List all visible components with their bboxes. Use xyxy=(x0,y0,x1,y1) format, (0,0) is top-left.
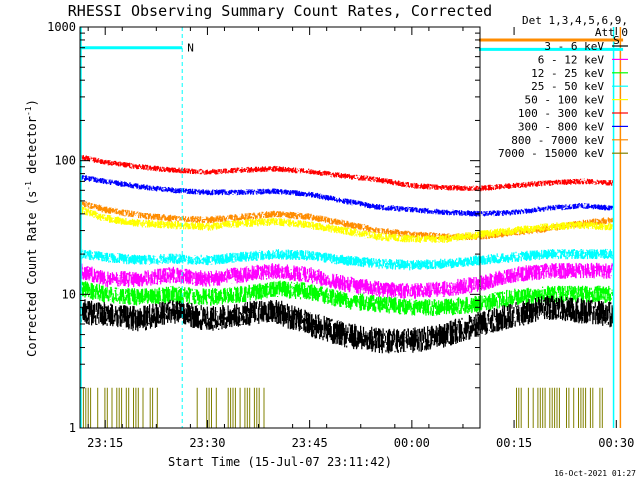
y-tick-label: 100 xyxy=(54,154,76,168)
plot-area: NS xyxy=(80,27,624,428)
x-tick-label: 23:30 xyxy=(189,436,225,450)
legend-label: 50 - 100 keV xyxy=(525,94,605,107)
plot-frame xyxy=(79,26,481,429)
legend-label: 7000 - 15000 keV xyxy=(498,147,604,160)
legend-header-line1: Det 1,3,4,5,6,9, xyxy=(522,14,628,27)
y-axis-label-sup2: -1 xyxy=(24,106,33,116)
x-tick-label: 23:45 xyxy=(292,436,328,450)
x-tick-label: 23:15 xyxy=(87,436,123,450)
legend-label: 300 - 800 keV xyxy=(518,120,604,133)
legend-label: 12 - 25 keV xyxy=(531,67,604,80)
y-tick-label: 1000 xyxy=(47,20,76,34)
x-tick-label: 00:30 xyxy=(598,436,634,450)
x-tick-label: 00:15 xyxy=(496,436,532,450)
y-tick-label: 1 xyxy=(69,421,76,435)
timestamp: 16-Oct-2021 01:27 xyxy=(554,469,636,478)
legend-label: 800 - 7000 keV xyxy=(511,134,604,147)
y-axis-label: Corrected Count Rate (s-1 detector-1) xyxy=(24,99,39,357)
y-axis-label-part2: detector xyxy=(25,116,39,181)
legend-label: 25 - 50 keV xyxy=(531,80,604,93)
y-axis-label-part1: Corrected Count Rate (s xyxy=(25,191,39,357)
flag-label-n: N xyxy=(187,42,194,55)
flag-label-s: S xyxy=(613,34,620,47)
x-tick-label: 00:00 xyxy=(394,436,430,450)
y-axis-label-part3: ) xyxy=(25,99,39,106)
legend-label: 6 - 12 keV xyxy=(538,53,605,66)
x-axis-label: Start Time (15-Jul-07 23:11:42) xyxy=(168,455,392,469)
series-7000-15000kev xyxy=(82,387,603,428)
legend-label: 3 - 6 keV xyxy=(544,40,604,53)
chart-title: RHESSI Observing Summary Count Rates, Co… xyxy=(68,2,492,20)
y-axis-label-sup1: -1 xyxy=(24,181,33,191)
axis-ticks: 23:1523:3023:4500:0000:1500:3000:4511010… xyxy=(47,20,634,450)
legend-label: 100 - 300 keV xyxy=(518,107,604,120)
y-tick-label: 10 xyxy=(62,287,76,301)
legend-header-line2: Att 0 xyxy=(595,26,628,39)
